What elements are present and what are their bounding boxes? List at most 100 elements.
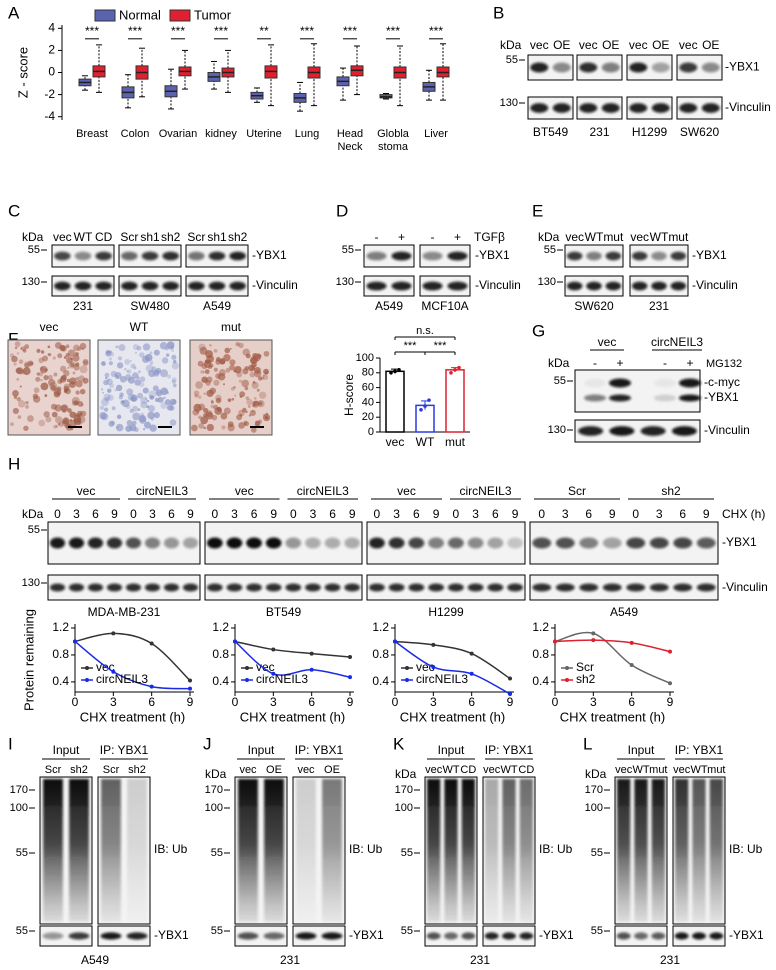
stain — [24, 344, 30, 350]
stain — [258, 391, 267, 399]
significance: *** — [386, 24, 400, 38]
stain — [43, 374, 49, 381]
band — [408, 583, 425, 592]
lane-label: vec — [615, 764, 633, 776]
band — [629, 103, 648, 113]
stain — [203, 413, 208, 418]
band — [530, 62, 549, 73]
stain — [153, 412, 160, 419]
legend-label: vec — [256, 660, 275, 674]
band — [461, 932, 476, 940]
band — [391, 281, 412, 291]
stain — [63, 385, 70, 392]
data-point — [73, 639, 77, 644]
smear — [651, 779, 665, 922]
lane-label: mut — [603, 230, 624, 244]
stain — [38, 419, 46, 427]
protein-label: -Vinculin — [475, 278, 521, 292]
lane-label: + — [616, 356, 623, 370]
y-tick-label: 0 — [368, 426, 374, 438]
y-tick-label: -4 — [44, 109, 55, 123]
legend-label: vec — [416, 660, 435, 674]
lane-label: Scr — [45, 764, 62, 776]
stain — [165, 346, 169, 351]
band — [106, 537, 123, 549]
stain — [210, 400, 214, 404]
kda-marker: 130 — [22, 577, 40, 589]
group-label: vec — [77, 484, 96, 498]
treatment-label: TGFβ — [474, 230, 505, 244]
stain — [69, 411, 76, 419]
band — [321, 932, 343, 940]
stain — [124, 368, 127, 371]
band — [487, 583, 504, 592]
smear — [444, 779, 458, 922]
lane-label: 6 — [585, 507, 592, 521]
stain — [236, 371, 243, 378]
stain — [71, 400, 78, 406]
x-tick-label: Colon — [121, 128, 150, 140]
stain — [61, 420, 65, 424]
panel-letter: A — [8, 3, 20, 22]
lane-label: WT — [500, 764, 517, 776]
stain — [21, 346, 26, 352]
y-tick-label: 100 — [356, 352, 374, 364]
band — [609, 378, 631, 388]
data-point — [393, 369, 397, 374]
band — [507, 583, 524, 592]
stain — [251, 381, 259, 389]
stain — [206, 355, 215, 363]
blot — [576, 96, 623, 120]
band — [649, 537, 669, 549]
kda-marker: 55 — [28, 244, 40, 256]
stain — [40, 379, 43, 382]
band — [121, 281, 138, 291]
x-tick-label: WT — [416, 435, 435, 449]
stain — [209, 344, 212, 347]
stain — [254, 397, 257, 400]
lane-label: CD — [518, 764, 534, 776]
smear — [127, 779, 147, 922]
cell-line: H1299 — [632, 125, 668, 139]
x-tick-label: 3 — [110, 695, 117, 709]
legend-swatch — [94, 9, 116, 22]
x-tick-label: 3 — [270, 695, 277, 709]
stain — [171, 354, 177, 360]
band — [368, 537, 385, 549]
band — [679, 394, 701, 402]
stain — [119, 392, 124, 397]
stain — [206, 389, 214, 397]
stain — [116, 414, 122, 420]
stain — [151, 360, 154, 363]
smear — [43, 779, 63, 922]
stain — [44, 394, 48, 397]
stain — [107, 394, 114, 401]
stain — [227, 424, 235, 432]
kda-marker: 130 — [548, 424, 566, 436]
blot — [97, 925, 151, 947]
x-tick-label: 0 — [552, 695, 559, 709]
stain — [47, 345, 51, 349]
stain — [252, 400, 260, 409]
stain — [246, 398, 253, 406]
legend-label: circNEIL3 — [96, 672, 148, 686]
stain — [104, 407, 109, 412]
stain — [77, 400, 84, 407]
lane-label: WT — [690, 764, 707, 776]
stain — [207, 364, 213, 369]
stain — [138, 381, 145, 388]
stain — [215, 394, 222, 402]
x-axis-label: CHX treatment (h) — [400, 709, 505, 724]
stain — [235, 341, 240, 347]
lane-label: mut — [707, 764, 725, 776]
legend-label: Scr — [576, 660, 594, 674]
stain — [73, 344, 80, 352]
band — [640, 426, 666, 436]
group-label: circNEIL3 — [136, 484, 188, 498]
lane-label: 0 — [130, 507, 137, 521]
stain — [126, 420, 133, 426]
stain — [12, 407, 19, 415]
stain — [130, 363, 136, 369]
y-tick-label: 1.2 — [532, 620, 549, 634]
